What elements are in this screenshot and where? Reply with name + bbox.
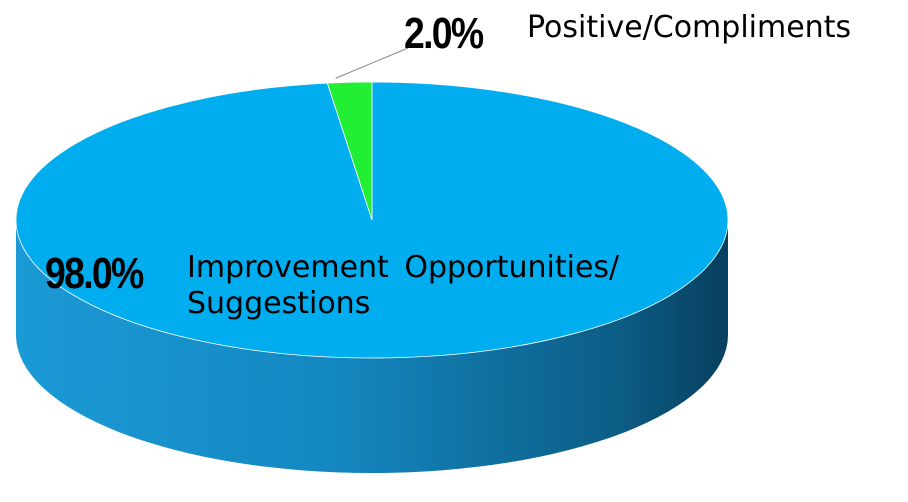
slice [326,81,373,221]
value-label: 98.0% [45,249,144,298]
leader-line [335,47,409,79]
slice-side [16,220,728,473]
category-label: Improvement Opportunities/ Suggestions [187,250,620,321]
value-label: 2.0% [404,9,484,58]
category-label: Positive/Compliments [527,10,852,45]
